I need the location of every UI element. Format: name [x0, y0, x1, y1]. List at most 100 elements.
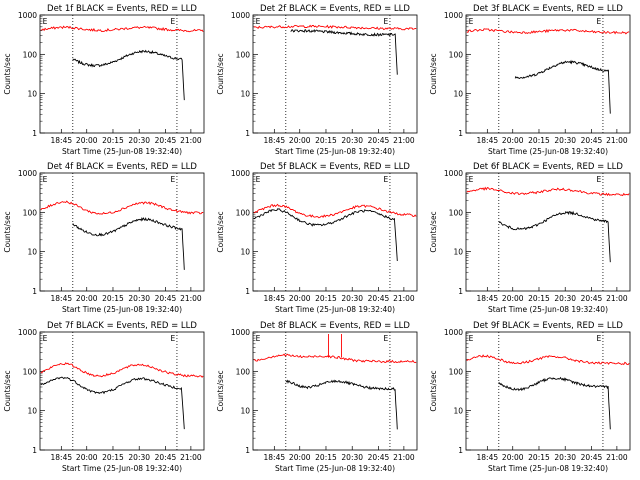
panel-det-4f: Det 4f BLACK = Events, RED = LLD Counts/s… [3, 162, 205, 314]
y-tick-label: 1 [245, 446, 250, 455]
panel-det-1f: Det 1f BLACK = Events, RED = LLD Counts/s… [3, 4, 205, 156]
events-series [285, 379, 398, 430]
y-tick-label: 1 [458, 287, 463, 296]
panel-title: Det 1f BLACK = Events, RED = LLD [47, 4, 197, 14]
event-marker-label: E [43, 175, 48, 184]
lld-series [253, 203, 417, 219]
x-tick-label: 21:00 [180, 136, 202, 145]
y-tick-label: 1000 [18, 169, 37, 178]
event-marker-label: E [384, 334, 389, 343]
y-tick-label: 1 [458, 129, 463, 138]
x-axis-label: Start Time (25-Jun-08 19:32:40) [275, 464, 395, 473]
x-axis-label: Start Time (25-Jun-08 19:32:40) [62, 464, 182, 473]
x-tick-label: 20:45 [155, 453, 177, 462]
x-axis-label: Start Time (25-Jun-08 19:32:40) [62, 305, 182, 314]
event-marker-label: E [384, 175, 389, 184]
lld-series [40, 25, 204, 33]
y-tick-label: 10 [27, 248, 37, 257]
y-tick-label: 10 [240, 90, 250, 99]
x-tick-label: 18:45 [264, 294, 286, 303]
y-axis-label: Counts/sec [429, 370, 438, 411]
panel-title: Det 2f BLACK = Events, RED = LLD [260, 4, 410, 14]
x-tick-label: 20:15 [528, 136, 550, 145]
x-tick-label: 18:45 [51, 136, 73, 145]
y-tick-label: 100 [449, 367, 464, 376]
x-tick-label: 18:45 [477, 453, 499, 462]
x-tick-label: 21:00 [393, 453, 415, 462]
event-marker-label: E [469, 17, 474, 26]
y-tick-label: 1 [245, 129, 250, 138]
y-tick-label: 10 [453, 407, 463, 416]
x-tick-label: 20:00 [502, 453, 524, 462]
x-tick-label: 20:30 [341, 453, 363, 462]
x-axis-label: Start Time (25-Jun-08 19:32:40) [62, 147, 182, 156]
x-tick-label: 20:00 [76, 453, 98, 462]
lld-series [466, 186, 630, 197]
x-axis-label: Start Time (25-Jun-08 19:32:40) [275, 305, 395, 314]
lld-series [466, 28, 630, 35]
event-marker-label: E [597, 334, 602, 343]
y-tick-label: 100 [236, 208, 251, 217]
x-tick-label: 20:45 [581, 453, 603, 462]
lld-series [466, 354, 630, 366]
panel-title: Det 7f BLACK = Events, RED = LLD [47, 321, 197, 331]
event-marker-label: E [171, 175, 176, 184]
x-tick-label: 20:15 [528, 453, 550, 462]
x-axis-label: Start Time (25-Jun-08 19:32:40) [488, 305, 608, 314]
x-tick-label: 18:45 [477, 294, 499, 303]
x-axis-label: Start Time (25-Jun-08 19:32:40) [488, 147, 608, 156]
y-axis-label: Counts/sec [216, 53, 225, 94]
events-series [72, 216, 185, 270]
x-tick-label: 20:30 [554, 294, 576, 303]
y-tick-label: 1000 [231, 328, 250, 337]
event-marker-label: E [469, 334, 474, 343]
y-tick-label: 1000 [444, 328, 463, 337]
panel-det-7f: Det 7f BLACK = Events, RED = LLD Counts/s… [3, 321, 205, 473]
events-series [498, 210, 611, 263]
panel-title: Det 8f BLACK = Events, RED = LLD [260, 321, 410, 331]
panel-det-5f: Det 5f BLACK = Events, RED = LLD Counts/s… [216, 162, 418, 314]
x-tick-label: 20:00 [289, 136, 311, 145]
y-tick-label: 1000 [444, 169, 463, 178]
x-tick-label: 20:15 [528, 294, 550, 303]
x-tick-label: 20:00 [76, 136, 98, 145]
y-tick-label: 1000 [444, 11, 463, 20]
x-tick-label: 20:45 [581, 294, 603, 303]
events-series [514, 59, 611, 114]
x-tick-label: 20:15 [102, 453, 124, 462]
x-tick-label: 20:30 [341, 136, 363, 145]
panel-title: Det 3f BLACK = Events, RED = LLD [473, 4, 623, 14]
plot-frame [465, 331, 631, 451]
y-tick-label: 1000 [231, 11, 250, 20]
event-marker-label: E [597, 175, 602, 184]
panel-det-2f: Det 2f BLACK = Events, RED = LLD Counts/s… [216, 4, 418, 156]
plot-frame [252, 172, 418, 292]
x-tick-label: 20:00 [502, 136, 524, 145]
y-axis-label: Counts/sec [429, 53, 438, 94]
event-marker-label: E [43, 334, 48, 343]
y-axis-label: Counts/sec [216, 211, 225, 252]
event-marker-label: E [256, 334, 261, 343]
x-tick-label: 21:00 [393, 136, 415, 145]
plot-frame [465, 172, 631, 292]
x-tick-label: 21:00 [606, 136, 628, 145]
x-tick-label: 18:45 [51, 453, 73, 462]
y-tick-label: 100 [449, 50, 464, 59]
panel-det-6f: Det 6f BLACK = Events, RED = LLD Counts/s… [429, 162, 631, 314]
panel-title: Det 6f BLACK = Events, RED = LLD [473, 162, 623, 172]
plot-frame [39, 14, 205, 134]
events-series [290, 29, 398, 75]
plot-frame [252, 14, 418, 134]
y-tick-label: 1 [32, 129, 37, 138]
x-tick-label: 20:15 [315, 136, 337, 145]
y-tick-label: 1 [245, 287, 250, 296]
panel-title: Det 4f BLACK = Events, RED = LLD [47, 162, 197, 172]
x-tick-label: 20:45 [368, 294, 390, 303]
x-tick-label: 20:30 [128, 136, 150, 145]
y-tick-label: 100 [236, 50, 251, 59]
x-tick-label: 20:30 [128, 294, 150, 303]
y-tick-label: 100 [23, 367, 38, 376]
y-axis-label: Counts/sec [3, 53, 12, 94]
x-axis-label: Start Time (25-Jun-08 19:32:40) [275, 147, 395, 156]
